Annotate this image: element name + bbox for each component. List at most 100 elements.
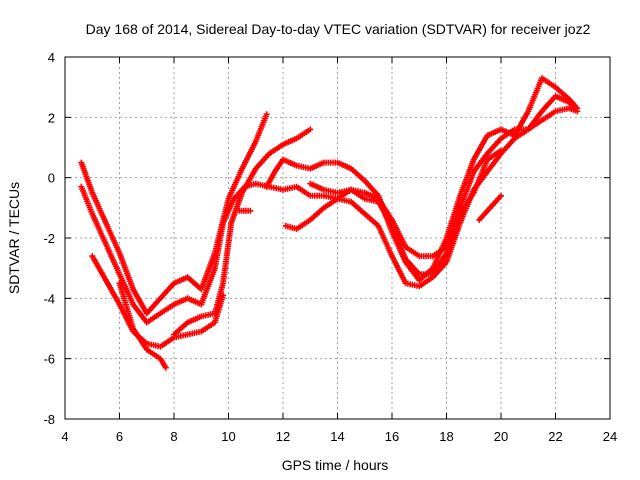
data-point [281, 188, 285, 191]
data-point [349, 200, 353, 203]
x-tick-label: 20 [494, 429, 508, 444]
data-point [281, 158, 285, 161]
data-point [554, 85, 557, 89]
data-point [404, 245, 407, 249]
data-point [363, 191, 366, 194]
data-point [159, 357, 162, 360]
data-point [458, 194, 462, 197]
data-point [281, 143, 285, 146]
x-tick-label: 18 [439, 429, 453, 444]
data-point [131, 303, 135, 306]
data-point [213, 266, 217, 270]
data-point [227, 197, 230, 200]
series-line [78, 93, 581, 326]
data-point [336, 197, 339, 200]
data-point [377, 224, 380, 228]
y-tick-label: -8 [43, 412, 55, 427]
data-point [499, 149, 503, 152]
data-point [200, 315, 203, 318]
y-tick-label: 2 [48, 110, 55, 125]
data-point [200, 330, 203, 333]
data-point [472, 170, 475, 173]
data-point [265, 185, 268, 188]
data-point [118, 282, 121, 285]
series-track-2 [78, 93, 581, 326]
data-point [309, 218, 312, 222]
data-point [240, 191, 244, 194]
data-point [390, 254, 394, 258]
data-point [309, 194, 312, 197]
data-point [254, 182, 257, 185]
x-tick-label: 14 [330, 429, 344, 444]
series-line [263, 75, 578, 284]
data-point [527, 110, 530, 113]
data-point [273, 170, 277, 173]
data-point [213, 312, 217, 315]
data-point [186, 276, 189, 279]
data-point [472, 191, 475, 194]
data-point [104, 221, 108, 225]
data-point [336, 191, 339, 194]
y-tick-label: 4 [48, 50, 55, 65]
data-point [554, 110, 557, 113]
data-point [458, 212, 462, 216]
y-tick-label: -4 [43, 291, 55, 306]
data-point [265, 113, 268, 116]
data-point [472, 158, 475, 161]
data-point [418, 254, 421, 258]
series-track-6 [263, 75, 578, 284]
data-point [513, 137, 516, 140]
data-point [230, 221, 233, 225]
data-point [309, 128, 312, 131]
data-point [499, 194, 503, 197]
data-point [363, 179, 366, 182]
data-point [186, 297, 189, 300]
data-point [268, 152, 271, 155]
y-tick-label: 0 [48, 171, 55, 186]
data-point [295, 137, 298, 140]
data-point [390, 218, 394, 222]
x-tick-label: 8 [170, 429, 177, 444]
data-point [295, 185, 298, 188]
data-point [390, 230, 394, 234]
data-point [567, 98, 571, 101]
data-point [573, 104, 576, 107]
data-point [540, 110, 544, 113]
data-point [91, 212, 94, 216]
data-point [349, 167, 353, 170]
data-point [295, 164, 298, 167]
data-point [118, 303, 121, 306]
data-point [363, 197, 366, 200]
data-point [145, 321, 148, 324]
data-point [540, 119, 544, 122]
series-track-9 [236, 207, 254, 214]
data-point [554, 95, 557, 98]
data-point [322, 188, 326, 191]
data-point [240, 167, 244, 170]
x-tick-label: 6 [116, 429, 123, 444]
data-point [80, 161, 83, 164]
data-point [104, 242, 108, 246]
data-point [404, 260, 407, 264]
data-point [431, 266, 435, 270]
data-point [186, 321, 189, 324]
data-point [91, 191, 94, 194]
data-point [540, 76, 544, 80]
data-point [499, 137, 503, 140]
x-tick-label: 10 [221, 429, 235, 444]
x-axis-label: GPS time / hours [282, 457, 389, 473]
data-point [486, 152, 489, 155]
data-point [172, 303, 176, 306]
data-point [322, 194, 326, 197]
data-series-layer [78, 75, 581, 371]
data-point [104, 279, 108, 282]
data-point [404, 282, 407, 285]
data-point [131, 327, 135, 330]
data-point [488, 206, 492, 210]
data-point [486, 170, 489, 173]
data-point [284, 224, 287, 228]
series-line [116, 280, 169, 371]
data-point [186, 333, 189, 336]
